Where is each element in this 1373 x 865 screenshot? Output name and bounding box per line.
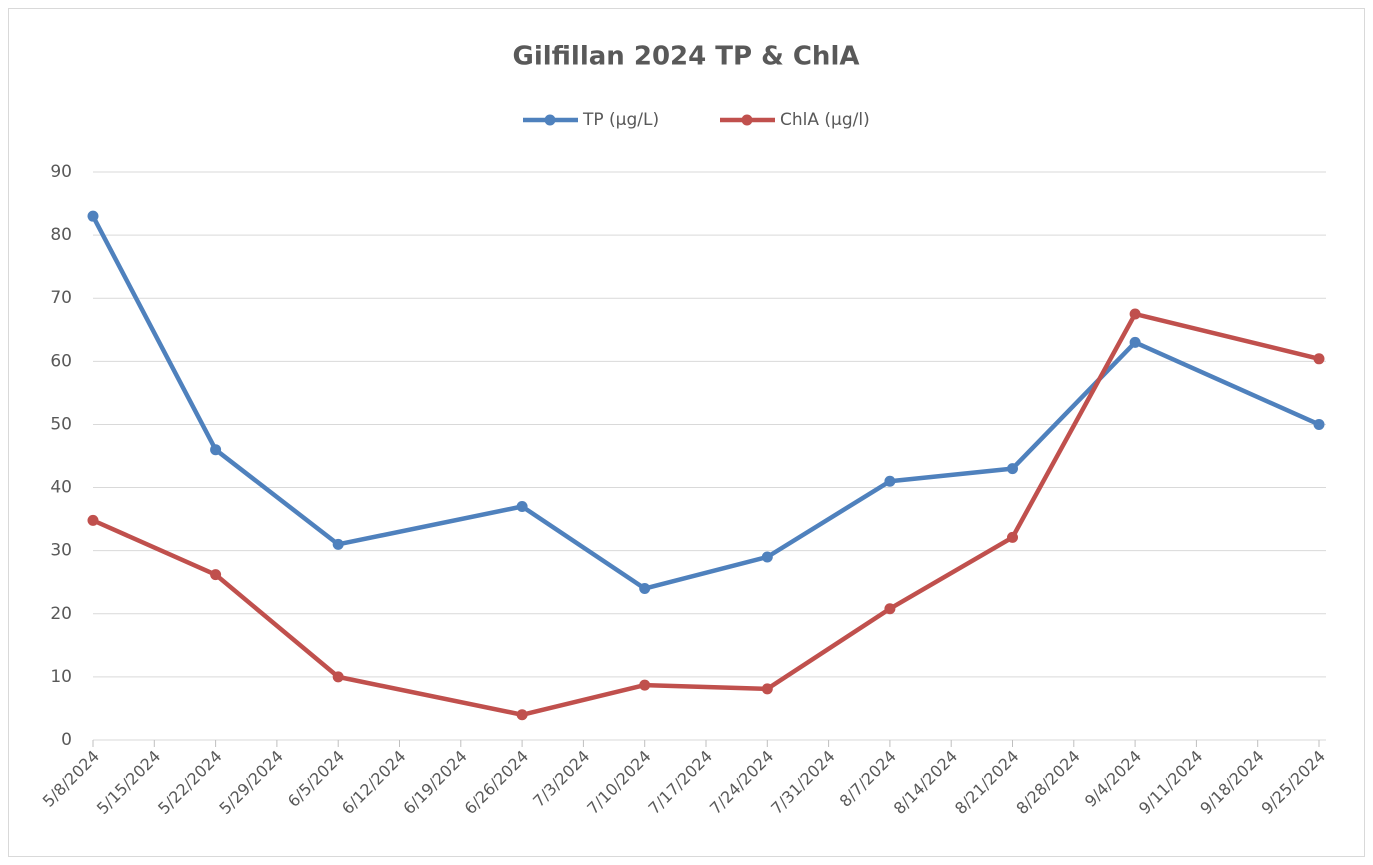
chart-title: Gilfillan 2024 TP & ChlA xyxy=(513,42,860,72)
point xyxy=(1129,336,1141,348)
point xyxy=(884,603,896,615)
point xyxy=(884,475,896,487)
y-tick-label: 90 xyxy=(50,162,72,182)
point xyxy=(1007,531,1018,543)
y-tick-label: 70 xyxy=(50,288,72,308)
series-line xyxy=(91,215,1320,591)
point xyxy=(639,679,651,691)
point xyxy=(639,583,651,595)
point xyxy=(332,671,344,683)
series-line xyxy=(92,311,1320,718)
point xyxy=(516,500,528,512)
point xyxy=(332,538,344,550)
y-tick-label: 0 xyxy=(61,730,72,750)
point xyxy=(1007,463,1018,475)
point xyxy=(1313,353,1325,365)
point xyxy=(87,210,99,222)
legend-label: ChlA (µg/l) xyxy=(780,110,870,130)
point xyxy=(210,569,222,581)
legend-marker xyxy=(741,114,753,126)
point xyxy=(761,683,773,695)
y-tick-label: 50 xyxy=(50,414,72,434)
chart-border xyxy=(8,8,1365,857)
point xyxy=(210,444,222,456)
y-tick-label: 30 xyxy=(50,541,72,561)
point xyxy=(87,514,99,526)
point xyxy=(516,709,528,721)
y-tick-label: 60 xyxy=(50,351,72,371)
y-tick-label: 20 xyxy=(50,604,72,624)
y-tick-label: 10 xyxy=(50,667,72,687)
point xyxy=(761,551,773,563)
y-tick-label: 80 xyxy=(50,225,72,245)
point xyxy=(1313,418,1325,430)
y-tick-label: 40 xyxy=(50,478,72,498)
point xyxy=(1129,308,1141,320)
legend-marker xyxy=(544,114,556,126)
legend-label: TP (µg/L) xyxy=(582,110,659,130)
